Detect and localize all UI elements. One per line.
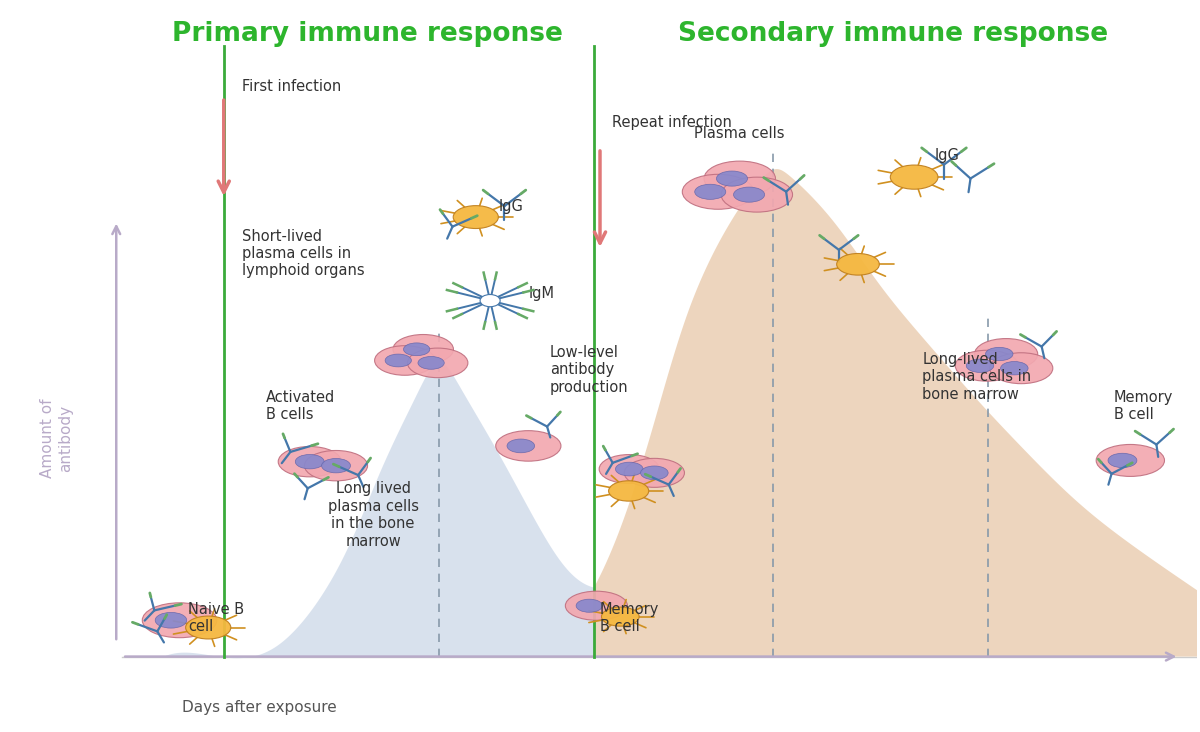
Ellipse shape [716, 171, 748, 186]
Text: Short-lived
plasma cells in
lymphoid organs: Short-lived plasma cells in lymphoid org… [241, 228, 365, 278]
Ellipse shape [295, 455, 324, 469]
Ellipse shape [565, 591, 628, 620]
Polygon shape [164, 362, 594, 658]
Ellipse shape [966, 359, 994, 373]
Polygon shape [594, 169, 1200, 657]
Ellipse shape [616, 462, 643, 476]
Ellipse shape [608, 481, 649, 501]
Text: Secondary immune response: Secondary immune response [678, 21, 1108, 47]
Ellipse shape [990, 353, 1052, 384]
Ellipse shape [683, 174, 754, 209]
Ellipse shape [322, 458, 350, 473]
Text: Long lived
plasma cells
in the bone
marrow: Long lived plasma cells in the bone marr… [328, 482, 419, 548]
Ellipse shape [454, 206, 498, 228]
Circle shape [480, 294, 500, 307]
Ellipse shape [599, 455, 659, 484]
Ellipse shape [278, 447, 341, 477]
Text: IgG: IgG [498, 198, 523, 214]
Text: IgM: IgM [528, 286, 554, 301]
Ellipse shape [508, 439, 535, 453]
Ellipse shape [890, 165, 938, 189]
Text: Repeat infection: Repeat infection [612, 116, 732, 130]
Text: IgG: IgG [935, 148, 959, 163]
Ellipse shape [394, 335, 454, 364]
Ellipse shape [155, 613, 187, 628]
Text: Days after exposure: Days after exposure [182, 701, 337, 715]
Ellipse shape [641, 466, 668, 479]
Text: Low-level
antibody
production: Low-level antibody production [550, 345, 629, 395]
Text: Naive B
cell: Naive B cell [188, 602, 244, 635]
Ellipse shape [955, 350, 1019, 381]
Ellipse shape [374, 346, 436, 376]
Text: Memory
B cell: Memory B cell [1114, 389, 1172, 422]
Ellipse shape [974, 339, 1038, 370]
Ellipse shape [733, 187, 764, 202]
Ellipse shape [721, 177, 792, 212]
Text: Memory
B cell: Memory B cell [600, 602, 659, 635]
Ellipse shape [576, 600, 602, 612]
Text: Amount of
antibody: Amount of antibody [41, 399, 73, 479]
Ellipse shape [186, 616, 230, 639]
Ellipse shape [418, 356, 444, 369]
Ellipse shape [985, 347, 1013, 361]
Ellipse shape [305, 450, 367, 481]
Ellipse shape [143, 603, 217, 638]
Text: Long-lived
plasma cells in
bone marrow: Long-lived plasma cells in bone marrow [923, 352, 1032, 402]
Text: Plasma cells: Plasma cells [695, 127, 785, 141]
Ellipse shape [408, 348, 468, 378]
Ellipse shape [1108, 453, 1136, 468]
Ellipse shape [1001, 362, 1028, 375]
Ellipse shape [496, 430, 560, 461]
Ellipse shape [836, 253, 880, 275]
Ellipse shape [385, 354, 412, 367]
Ellipse shape [704, 161, 775, 196]
Text: Primary immune response: Primary immune response [172, 21, 563, 47]
Ellipse shape [403, 343, 430, 356]
Text: Activated
B cells: Activated B cells [265, 389, 335, 422]
Ellipse shape [601, 607, 640, 626]
Ellipse shape [1096, 444, 1164, 477]
Ellipse shape [695, 184, 726, 199]
Text: First infection: First infection [241, 79, 341, 94]
Ellipse shape [624, 458, 684, 488]
